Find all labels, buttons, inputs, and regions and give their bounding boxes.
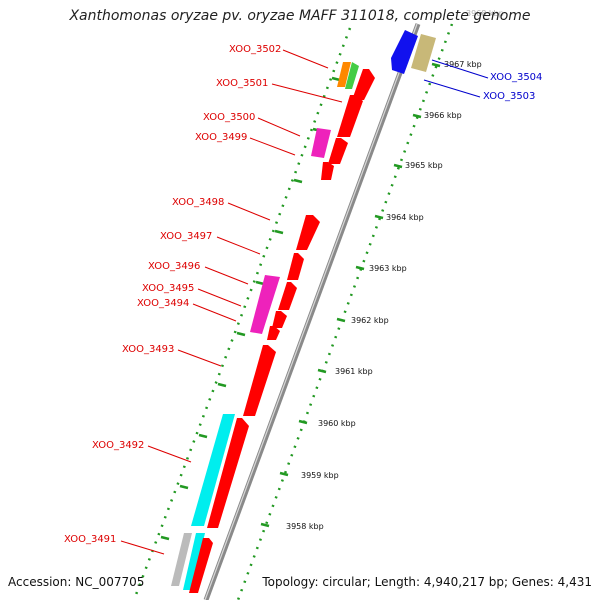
kbp-tick-label: 3965 kbp	[405, 161, 443, 170]
topology-label: Topology: circular; Length: 4,940,217 bp…	[262, 575, 592, 589]
gene-features	[171, 30, 436, 593]
gene-label-xoo-3502[interactable]: XOO_3502	[229, 44, 281, 55]
gene-feature-xoo-3496[interactable]	[278, 282, 297, 310]
leader-xoo-3499	[249, 137, 296, 156]
leader-xoo-3492	[147, 445, 192, 463]
gene-label-xoo-3501[interactable]: XOO_3501	[216, 78, 268, 89]
leader-xoo-3503	[423, 79, 481, 98]
kbp-tick-label: 3963 kbp	[369, 264, 407, 273]
leader-xoo-3502	[282, 49, 329, 69]
gene-label-xoo-3494[interactable]: XOO_3494	[137, 298, 189, 309]
gene-label-xoo-3498[interactable]: XOO_3498	[172, 197, 224, 208]
leader-xoo-3504	[431, 59, 489, 79]
kbp-tick-label: 3960 kbp	[318, 419, 356, 428]
gene-feature-xoo-3494-red[interactable]	[267, 326, 280, 340]
gene-feature-xoo-3499-red[interactable]	[321, 162, 334, 180]
gene-feature-xoo-3502-orange[interactable]	[337, 62, 351, 87]
gene-feature-xoo-3492-cyan[interactable]	[191, 414, 235, 526]
gene-feature-xoo-3502-green[interactable]	[345, 62, 359, 89]
gene-feature-xoo-3495[interactable]	[272, 311, 287, 328]
leader-xoo-3494	[192, 303, 237, 322]
gene-feature-xoo-3493[interactable]	[243, 345, 276, 416]
leader-xoo-3491	[120, 540, 165, 555]
gene-labels: XOO_3502 XOO_3501 XOO_3500 XOO_3499 XOO_…	[64, 44, 542, 545]
leader-xoo-3501	[271, 83, 343, 103]
kbp-tick-label: 3966 kbp	[424, 111, 462, 120]
leader-xoo-3495	[197, 288, 242, 307]
leader-xoo-3497	[216, 236, 261, 255]
gene-feature-xoo-3501[interactable]	[337, 95, 363, 137]
gene-feature-xoo-3498[interactable]	[296, 215, 320, 250]
gene-label-xoo-3499[interactable]: XOO_3499	[195, 132, 247, 143]
gene-feature-xoo-3497[interactable]	[287, 253, 304, 280]
gene-feature-xoo-3504[interactable]	[411, 34, 436, 72]
kbp-tick-label: 3967 kbp	[444, 60, 482, 69]
gene-feature-xoo-3491-red[interactable]	[189, 538, 213, 593]
leader-xoo-3496	[204, 266, 249, 285]
gene-label-xoo-3503[interactable]: XOO_3503	[483, 91, 535, 102]
gene-feature-xoo-3502-red[interactable]	[352, 69, 375, 100]
leader-xoo-3498	[227, 202, 271, 221]
gene-feature-xoo-3499-magenta[interactable]	[311, 128, 331, 158]
outer-major-ticks	[260, 62, 441, 528]
accession-label: Accession: NC_007705	[8, 575, 145, 589]
gene-label-xoo-3504[interactable]: XOO_3504	[490, 72, 542, 83]
kbp-tick-label: 3958 kbp	[286, 522, 324, 531]
gene-feature-xoo-3491-gray[interactable]	[171, 533, 192, 586]
gene-label-xoo-3496[interactable]: XOO_3496	[148, 261, 200, 272]
kbp-tick-label: 3964 kbp	[386, 213, 424, 222]
leader-xoo-3500	[257, 117, 301, 137]
gene-feature-xoo-3494-magenta[interactable]	[250, 275, 280, 334]
tick-guides	[132, 23, 454, 600]
kbp-tick-label: 3961 kbp	[335, 367, 373, 376]
gene-label-xoo-3500[interactable]: XOO_3500	[203, 112, 255, 123]
gene-feature-xoo-3503[interactable]	[391, 30, 418, 74]
inner-major-ticks	[160, 76, 341, 541]
kbp-tick-label: 3962 kbp	[351, 316, 389, 325]
kbp-tick-label: 3959 kbp	[301, 471, 339, 480]
leader-xoo-3493	[177, 349, 222, 367]
kbp-scale: 3958 kbp 3959 kbp 3960 kbp 3961 kbp 3962…	[286, 9, 504, 531]
gene-label-xoo-3495[interactable]: XOO_3495	[142, 283, 194, 294]
gene-label-xoo-3497[interactable]: XOO_3497	[160, 231, 212, 242]
gene-feature-xoo-3492-red[interactable]	[207, 418, 249, 528]
kbp-tick-label: 3968 kbp	[466, 9, 504, 18]
genome-backbone	[203, 23, 421, 600]
gene-leader-lines	[120, 49, 489, 555]
outer-tick-guide	[236, 23, 454, 600]
gene-label-xoo-3491[interactable]: XOO_3491	[64, 534, 116, 545]
gene-feature-xoo-3500[interactable]	[328, 138, 348, 164]
gene-label-xoo-3493[interactable]: XOO_3493	[122, 344, 174, 355]
gene-label-xoo-3492[interactable]: XOO_3492	[92, 440, 144, 451]
map-title: Xanthomonas oryzae pv. oryzae MAFF 31101…	[69, 8, 531, 24]
gene-feature-xoo-3491-cyan[interactable]	[183, 533, 205, 590]
